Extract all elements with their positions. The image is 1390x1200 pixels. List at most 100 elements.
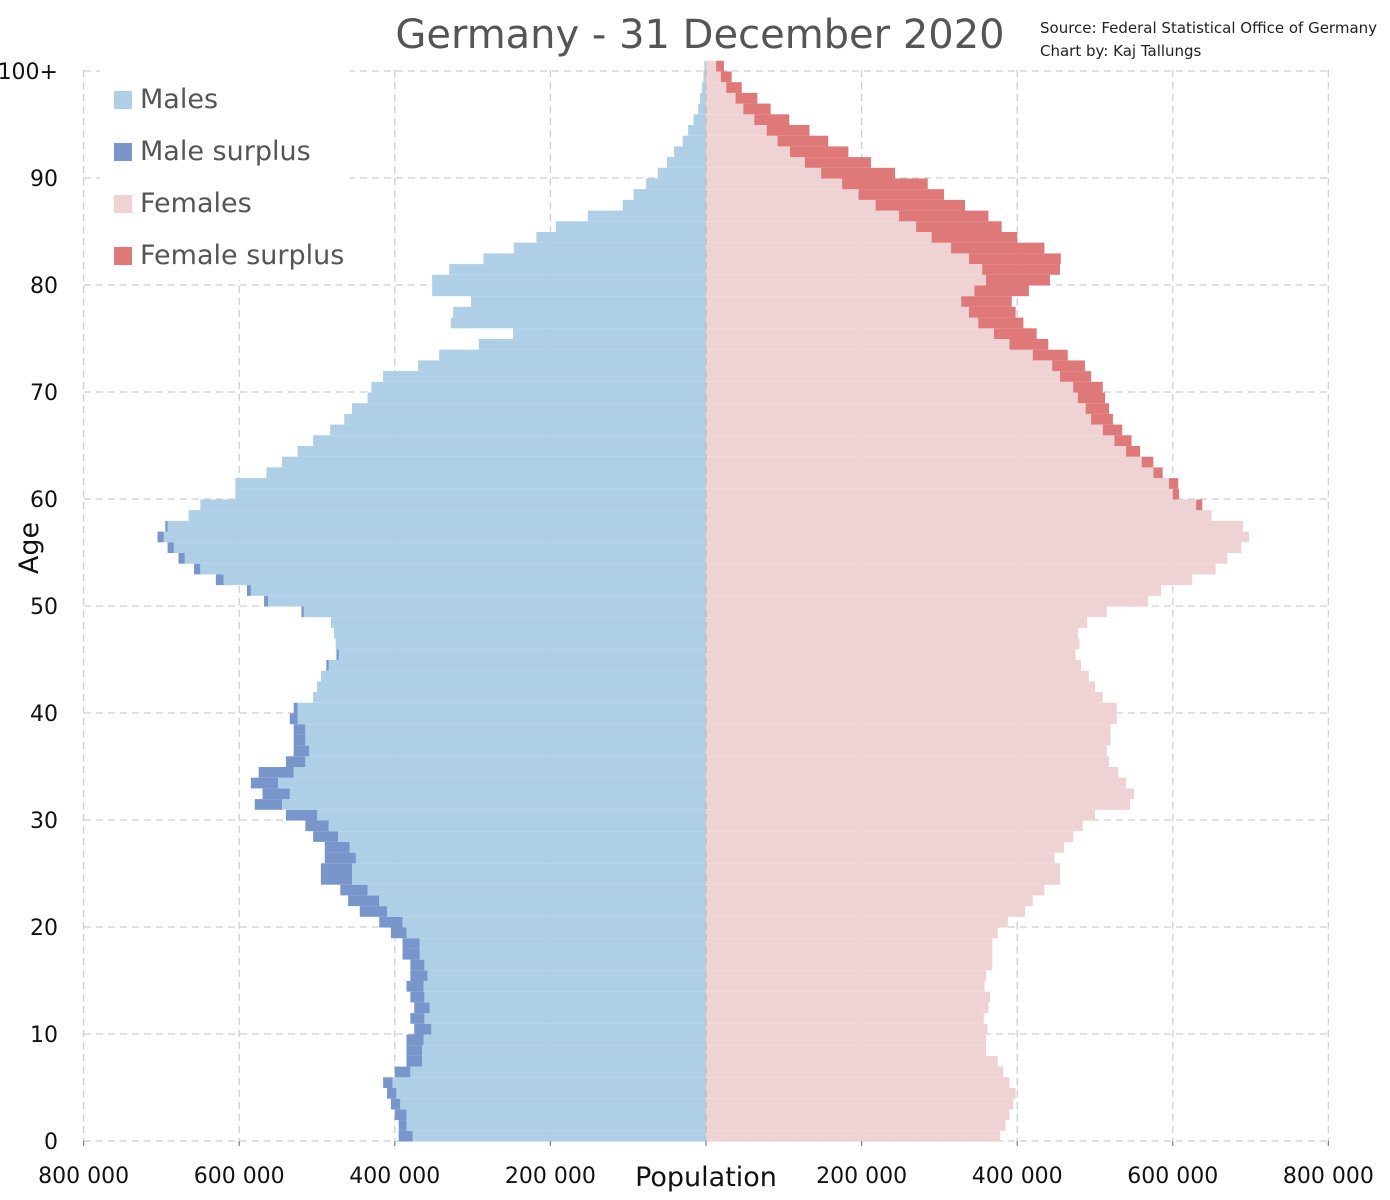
male-surplus-bar xyxy=(305,820,329,832)
y-tick-label: 10 xyxy=(30,1023,58,1048)
male-bar xyxy=(303,606,706,618)
female-bar xyxy=(706,221,917,232)
female-surplus-bar xyxy=(766,125,810,136)
male-bar xyxy=(320,670,706,682)
male-bar xyxy=(305,756,706,767)
female-bar xyxy=(706,863,1060,874)
male-bar xyxy=(200,499,707,511)
male-bar xyxy=(646,178,706,190)
male-surplus-bar xyxy=(406,1055,423,1067)
male-bar xyxy=(278,777,706,789)
male-surplus-bar xyxy=(165,520,168,532)
male-bar xyxy=(419,938,706,949)
male-surplus-bar xyxy=(289,713,298,725)
female-bar xyxy=(706,403,1086,414)
female-surplus-bar xyxy=(951,242,1045,254)
male-bar xyxy=(281,799,706,810)
male-surplus-bar xyxy=(264,595,268,607)
x-tick-label: 400 000 xyxy=(972,1164,1063,1189)
female-bar xyxy=(706,1109,1010,1121)
male-bar xyxy=(352,874,706,885)
legend-background xyxy=(100,60,350,280)
male-surplus-bar xyxy=(414,1002,430,1014)
male-surplus-bar xyxy=(414,1023,432,1035)
female-bar xyxy=(706,681,1095,693)
female-bar xyxy=(706,606,1107,618)
female-bar xyxy=(706,317,979,329)
male-bar xyxy=(450,317,706,329)
female-surplus-bar xyxy=(1168,478,1179,489)
x-tick-label: 800 000 xyxy=(1283,1164,1374,1189)
female-bar xyxy=(706,981,985,992)
male-surplus-bar xyxy=(324,841,350,853)
female-surplus-bar xyxy=(875,199,966,211)
female-bar xyxy=(706,488,1173,500)
male-bar xyxy=(698,103,706,115)
female-bar xyxy=(706,916,1008,928)
female-bar xyxy=(706,884,1045,896)
male-bar xyxy=(688,125,706,136)
female-bar xyxy=(706,413,1092,425)
y-tick-label: 90 xyxy=(30,167,58,192)
male-bar xyxy=(334,627,706,639)
male-bar xyxy=(355,852,706,864)
female-bar xyxy=(706,125,767,136)
male-surplus-bar xyxy=(387,1088,397,1099)
female-bar xyxy=(706,253,969,265)
male-bar xyxy=(471,296,706,307)
female-surplus-bar xyxy=(720,71,732,83)
y-tick-label: 80 xyxy=(30,274,58,299)
male-bar xyxy=(667,157,706,168)
male-surplus-bar xyxy=(262,788,290,800)
female-bar xyxy=(706,435,1115,446)
male-surplus-bar xyxy=(301,606,304,618)
male-bar xyxy=(223,574,706,586)
female-surplus-bar xyxy=(743,103,771,115)
female-bar xyxy=(706,92,736,104)
male-bar xyxy=(674,146,706,158)
female-surplus-bar xyxy=(1153,467,1163,479)
female-bar xyxy=(706,285,975,297)
female-surplus-bar xyxy=(968,306,1016,318)
male-surplus-bar xyxy=(167,542,174,553)
female-bar xyxy=(706,456,1142,468)
male-surplus-bar xyxy=(406,1034,424,1046)
male-bar xyxy=(317,681,706,693)
male-surplus-bar xyxy=(398,1130,413,1142)
female-surplus-bar xyxy=(974,285,1029,297)
female-surplus-bar xyxy=(790,146,849,158)
male-bar xyxy=(406,1109,706,1121)
female-bar xyxy=(706,520,1243,532)
female-bar xyxy=(706,157,805,168)
female-bar xyxy=(706,638,1080,650)
legend-swatch-females xyxy=(114,195,132,213)
female-bar xyxy=(706,274,987,286)
male-bar xyxy=(536,232,706,243)
female-bar xyxy=(706,617,1088,628)
female-bar xyxy=(706,478,1169,489)
female-bar xyxy=(706,189,859,200)
female-bar xyxy=(706,563,1216,575)
male-bar xyxy=(432,285,706,297)
female-surplus-bar xyxy=(898,210,989,222)
female-surplus-bar xyxy=(821,167,896,179)
female-bar xyxy=(706,595,1148,607)
female-bar xyxy=(706,1077,1010,1088)
female-bar xyxy=(706,670,1089,682)
female-surplus-bar xyxy=(716,60,724,72)
female-bar xyxy=(706,1002,989,1014)
male-bar xyxy=(419,948,706,960)
male-bar xyxy=(703,71,706,83)
male-bar xyxy=(406,1120,706,1131)
male-surplus-bar xyxy=(340,884,368,896)
x-tick-label: 200 000 xyxy=(505,1164,596,1189)
female-bar xyxy=(706,820,1083,832)
female-bar xyxy=(706,777,1127,789)
legend-label-males: Males xyxy=(140,84,218,115)
male-surplus-bar xyxy=(293,702,298,714)
female-bar xyxy=(706,938,993,949)
female-surplus-bar xyxy=(1085,403,1110,414)
female-surplus-bar xyxy=(735,92,758,104)
y-tick-label: 100+ xyxy=(0,60,58,85)
male-bar xyxy=(352,863,706,874)
